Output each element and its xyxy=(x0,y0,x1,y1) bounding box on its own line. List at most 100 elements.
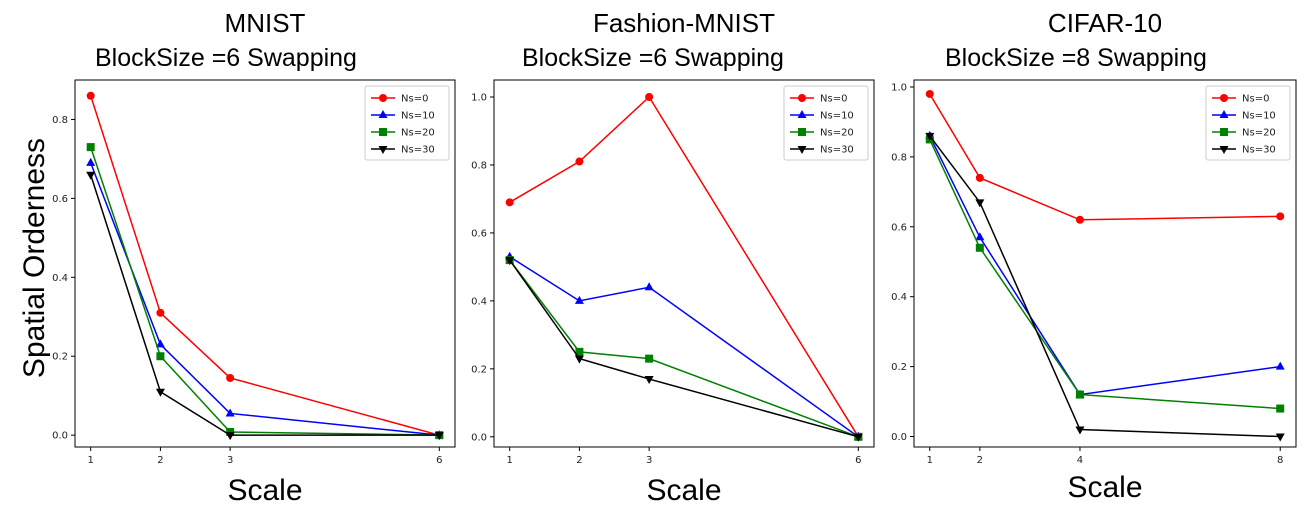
data-point xyxy=(1275,361,1285,370)
data-point xyxy=(644,282,654,291)
legend-item: Ns=0 xyxy=(1212,94,1269,105)
series-ns-10 xyxy=(925,130,1285,398)
x-axis-label: Scale xyxy=(646,474,721,507)
data-point xyxy=(798,94,806,102)
data-point xyxy=(798,128,806,136)
legend-box xyxy=(783,85,869,161)
legend-item: Ns=10 xyxy=(790,110,854,122)
legend-label: Ns=30 xyxy=(401,145,435,156)
data-point xyxy=(925,132,935,141)
legend-box xyxy=(364,85,450,161)
y-tick-label: 0.8 xyxy=(891,152,907,163)
y-tick-label: 0.2 xyxy=(52,352,68,363)
data-point xyxy=(1075,215,1084,224)
data-point xyxy=(644,376,654,385)
data-point xyxy=(1075,390,1084,399)
plot-area xyxy=(74,79,456,448)
data-point xyxy=(86,171,96,180)
legend-label: Ns=30 xyxy=(820,145,854,156)
data-point xyxy=(797,110,807,118)
data-point xyxy=(226,428,235,437)
chart-panel-1: MNIST BlockSize =6 Swapping Scale 1 2 3 6 0.0 0.… xyxy=(52,8,456,507)
data-point xyxy=(1219,110,1229,118)
y-tick-label: 0.6 xyxy=(52,194,68,205)
data-point xyxy=(797,146,807,154)
y-tick-label: 0.8 xyxy=(52,115,68,126)
data-point xyxy=(156,308,165,317)
x-tick-label: 2 xyxy=(576,455,582,466)
series-line xyxy=(509,95,859,438)
data-point xyxy=(575,157,584,166)
y-tick-label: 0.0 xyxy=(52,431,68,442)
x-tick-label: 2 xyxy=(977,455,983,466)
legend-label: Ns=20 xyxy=(820,128,854,139)
data-point xyxy=(1075,426,1085,435)
data-point xyxy=(155,339,165,348)
legend: Ns=0 Ns=10 Ns=20 Ns=30 xyxy=(364,85,450,161)
data-point xyxy=(1220,128,1228,136)
data-point xyxy=(645,354,654,363)
data-point xyxy=(379,128,387,136)
legend-label: Ns=0 xyxy=(820,94,847,105)
data-point xyxy=(925,89,934,98)
legend-label: Ns=20 xyxy=(1242,128,1276,139)
series-line xyxy=(929,135,1281,438)
data-point xyxy=(155,388,165,397)
data-point xyxy=(975,173,984,182)
series-ns-0 xyxy=(925,89,1285,224)
series-line xyxy=(929,93,1281,221)
y-tick-label: 0.2 xyxy=(891,362,907,373)
x-tick-label: 3 xyxy=(227,455,233,466)
plot-area xyxy=(913,79,1297,448)
data-point xyxy=(1220,94,1228,102)
data-point xyxy=(226,373,235,382)
chart-subtitle: BlockSize =6 Swapping xyxy=(95,44,357,72)
series-line xyxy=(509,259,859,438)
data-point xyxy=(1219,146,1229,154)
chart-panel-2: Fashion-MNIST BlockSize =6 Swapping Scale 1… xyxy=(471,8,875,507)
data-point xyxy=(505,198,514,207)
data-point xyxy=(574,295,584,304)
data-point xyxy=(225,432,235,441)
data-point xyxy=(575,347,584,356)
data-point xyxy=(156,352,165,361)
x-tick-label: 8 xyxy=(1277,455,1283,466)
data-point xyxy=(975,199,985,208)
legend-item: Ns=30 xyxy=(790,145,854,156)
y-tick-label: 0.0 xyxy=(471,432,487,443)
series-ns-30 xyxy=(505,257,863,442)
series-line xyxy=(929,135,1281,396)
y-tick-label: 0.6 xyxy=(891,222,907,233)
x-tick-label: 4 xyxy=(1077,455,1083,466)
data-point xyxy=(225,408,235,417)
chart-title: CIFAR-10 xyxy=(1048,8,1162,38)
y-tick-label: 0.4 xyxy=(891,292,907,303)
chart-subtitle: BlockSize =8 Swapping xyxy=(945,44,1207,72)
legend-label: Ns=10 xyxy=(401,111,435,122)
chart-subtitle: BlockSize =6 Swapping xyxy=(522,44,784,72)
x-tick-label: 1 xyxy=(88,455,94,466)
chart-title: MNIST xyxy=(225,8,306,38)
series-line xyxy=(89,146,440,436)
legend: Ns=0 Ns=10 Ns=20 Ns=30 xyxy=(783,85,869,161)
x-tick-label: 6 xyxy=(855,455,861,466)
data-point xyxy=(378,146,388,154)
series-ns-30 xyxy=(86,171,444,441)
series-line xyxy=(509,259,859,438)
chart-panel-3: CIFAR-10 BlockSize =8 Swapping Scale 1 2 4 8 0.… xyxy=(891,8,1297,504)
x-tick-label: 1 xyxy=(507,455,513,466)
y-tick-label: 0.4 xyxy=(52,273,68,284)
legend-label: Ns=10 xyxy=(820,111,854,122)
legend-label: Ns=30 xyxy=(1242,145,1276,156)
x-axis-label: Scale xyxy=(227,474,302,507)
data-point xyxy=(378,110,388,118)
data-point xyxy=(1275,433,1285,442)
legend-box xyxy=(1205,85,1291,161)
data-point xyxy=(379,94,387,102)
data-point xyxy=(86,157,96,166)
x-tick-label: 3 xyxy=(646,455,652,466)
chart-title: Fashion-MNIST xyxy=(593,8,775,38)
y-tick-label: 0.2 xyxy=(471,364,487,375)
series-line xyxy=(509,256,859,438)
